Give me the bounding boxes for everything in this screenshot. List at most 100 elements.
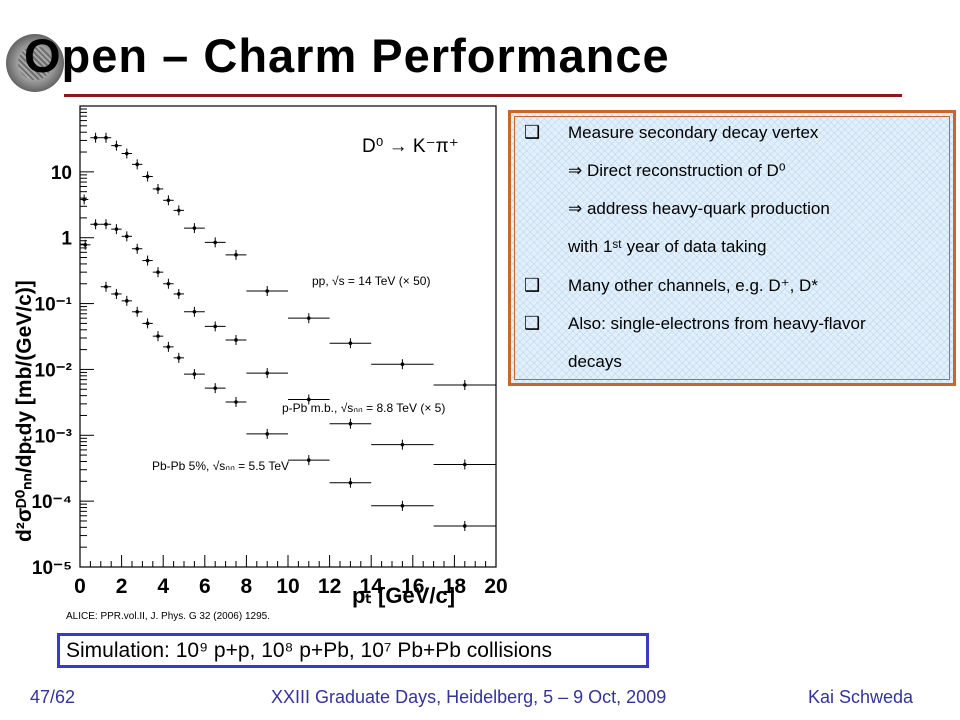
data-point xyxy=(288,455,330,466)
bullet-marker: ❑ xyxy=(524,313,541,333)
data-point xyxy=(121,148,132,159)
data-point xyxy=(225,334,247,345)
data-point xyxy=(80,194,89,205)
x-tick-label: 6 xyxy=(199,575,211,598)
point-marker xyxy=(213,386,217,390)
data-point xyxy=(90,219,101,230)
x-tick-label: 18 xyxy=(443,575,467,598)
point-marker xyxy=(145,321,150,326)
bullet-text: Many other channels, e.g. D⁺, D* xyxy=(568,276,818,295)
data-point xyxy=(246,368,288,379)
data-point xyxy=(163,278,174,289)
bullet-text: with 1ˢᵗ year of data taking xyxy=(568,237,767,256)
point-marker xyxy=(145,258,150,263)
point-marker xyxy=(463,383,467,387)
data-point xyxy=(329,338,372,349)
x-tick-label: 10 xyxy=(276,575,299,598)
bullet-marker: ❑ xyxy=(524,275,541,295)
point-marker xyxy=(125,151,129,156)
bullet-text: Measure secondary decay vertex xyxy=(568,123,819,142)
point-marker xyxy=(192,372,197,376)
point-marker xyxy=(104,135,108,140)
y-axis-label: d²σᴰ⁰ₙₙ/dpₜdy [mb/(GeV/c)] xyxy=(13,280,36,542)
data-point xyxy=(329,477,372,488)
series-label-pbpb: Pb-Pb 5%, √sₙₙ = 5.5 TeV xyxy=(152,459,289,473)
point-marker xyxy=(177,292,181,296)
data-point xyxy=(371,500,434,511)
point-marker xyxy=(166,345,171,349)
point-marker xyxy=(265,289,270,293)
data-point xyxy=(152,267,164,278)
data-point xyxy=(121,231,132,242)
bullet-text: decays xyxy=(568,352,622,371)
point-marker xyxy=(135,309,139,314)
point-marker xyxy=(192,226,197,230)
point-marker xyxy=(83,243,87,247)
decay-channel-label: D⁰ → K⁻π⁺ xyxy=(362,136,459,157)
plot-frame xyxy=(79,105,497,568)
data-point xyxy=(433,380,496,391)
data-point xyxy=(152,331,164,342)
bullet-text: ⇒ Direct reconstruction of D⁰ xyxy=(568,161,786,180)
point-marker xyxy=(114,143,119,148)
data-point xyxy=(288,313,330,324)
slide-number: 47/62 xyxy=(30,687,76,707)
point-marker xyxy=(156,187,160,191)
data-point xyxy=(111,224,122,235)
data-point xyxy=(204,237,226,248)
data-point xyxy=(90,132,101,143)
y-tick-label: 1 xyxy=(61,229,72,250)
point-marker xyxy=(234,253,238,257)
d0-cross-section-chart: 0 2 4 6 8 10 12 14 16 18 20 10 1 10⁻¹ 10⁻² 10⁻³ 10⁻⁴ 10⁻… xyxy=(13,105,508,608)
x-tick-label: 12 xyxy=(318,575,341,598)
data-point xyxy=(163,341,174,352)
point-marker xyxy=(135,162,139,167)
data-point xyxy=(184,223,205,234)
data-point xyxy=(329,418,372,429)
data-point xyxy=(142,255,153,266)
y-tick-label: 10⁻³ xyxy=(35,426,73,447)
x-tick-label: 2 xyxy=(116,575,128,598)
point-marker xyxy=(93,135,98,140)
data-point xyxy=(111,288,122,299)
data-point xyxy=(132,159,143,170)
point-marker xyxy=(192,309,197,314)
point-marker xyxy=(348,421,353,426)
data-point xyxy=(204,321,226,332)
bullet-text: Also: single-electrons from heavy-flavor xyxy=(568,314,866,333)
data-point xyxy=(80,239,91,250)
series-label-ppb: p-Pb m.b., √sₙₙ = 8.8 TeV (× 5) xyxy=(282,401,445,415)
info-box: ❑ Measure secondary decay vertex ⇒ Direc… xyxy=(508,110,956,386)
point-marker xyxy=(213,324,217,329)
data-point xyxy=(142,318,153,329)
data-point xyxy=(132,306,143,317)
point-marker xyxy=(265,432,270,436)
data-point xyxy=(433,459,496,470)
point-marker xyxy=(307,397,311,402)
point-marker xyxy=(166,281,171,286)
data-point xyxy=(100,219,112,230)
point-marker xyxy=(104,222,108,227)
data-point xyxy=(288,394,330,405)
y-tick-label: 10⁻⁵ xyxy=(32,558,72,579)
y-tick-label: 10⁻⁴ xyxy=(31,492,72,513)
point-marker xyxy=(125,299,129,303)
data-point xyxy=(173,352,184,363)
point-marker xyxy=(93,222,98,227)
x-tick-label: 16 xyxy=(401,575,424,598)
x-tick-label: 8 xyxy=(241,575,253,598)
slide-title: Open – Charm Performance xyxy=(24,29,670,82)
title-underline xyxy=(64,94,902,97)
data-point xyxy=(100,281,112,292)
point-marker xyxy=(463,462,467,467)
point-marker xyxy=(400,503,405,508)
y-tick-label: 10⁻² xyxy=(35,360,73,381)
point-marker xyxy=(125,234,129,239)
data-point xyxy=(100,132,112,143)
university-seal-logo xyxy=(6,34,64,92)
simulation-note: Simulation: 10⁹ p+p, 10⁸ p+Pb, 10⁷ Pb+Pb… xyxy=(57,633,649,668)
data-point xyxy=(225,397,247,408)
point-marker xyxy=(135,246,139,251)
point-marker xyxy=(156,270,160,274)
data-point xyxy=(433,520,496,531)
